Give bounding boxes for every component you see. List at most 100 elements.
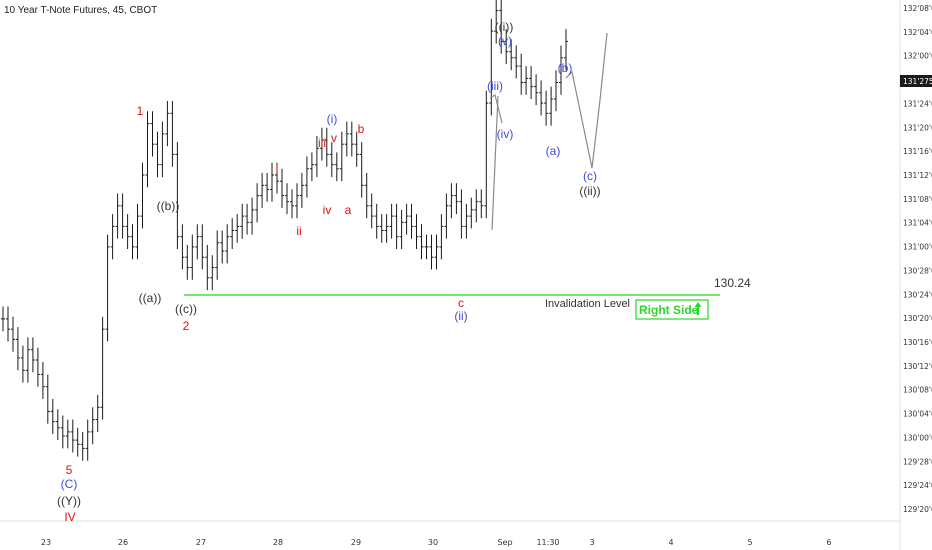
ohlc-bar [369, 193, 374, 229]
ohlc-bar [195, 224, 200, 260]
ohlc-bar [314, 135, 319, 178]
ohlc-bar [140, 162, 145, 229]
wave-label: (c) [583, 169, 597, 183]
y-tick-label: 129'20'0 [903, 505, 932, 514]
y-tick-label: 131'12'0 [903, 171, 932, 180]
ohlc-bar [374, 203, 379, 239]
wave-label: (iv) [497, 127, 514, 141]
x-tick-label: 6 [826, 538, 831, 547]
ohlc-bar [120, 193, 125, 239]
ohlc-bar [539, 80, 544, 116]
ohlc-bar [35, 347, 40, 387]
y-tick-label: 131'16'0 [903, 147, 932, 156]
ohlc-bar [554, 70, 558, 112]
ohlc-bar [15, 327, 20, 371]
ohlc-bar [484, 90, 489, 219]
ohlc-bar [75, 427, 80, 457]
y-tick-label: 132'04'0 [903, 28, 932, 37]
ohlc-bar [409, 203, 414, 239]
wave-label: (C) [61, 477, 78, 491]
ohlc-bar [429, 234, 434, 270]
y-tick-label: 131'00'0 [903, 243, 932, 252]
x-tick-label: Sep [497, 538, 512, 547]
projection-path [565, 32, 608, 169]
ohlc-bar [80, 431, 85, 461]
ohlc-bar [309, 152, 314, 182]
ohlc-bar [404, 203, 409, 235]
ohlc-bar [494, 0, 499, 44]
projection-line [489, 32, 608, 231]
ohlc-bar [45, 374, 50, 424]
ohlc-bar [50, 399, 55, 434]
y-tick-label: 130'00'0 [903, 433, 932, 442]
ohlc-bar [489, 18, 494, 116]
badge-label: Right Side [639, 303, 699, 317]
ohlc-bar [155, 131, 160, 178]
ohlc-bar [245, 203, 250, 235]
ohlc-bar [449, 183, 454, 219]
ohlc-bar [424, 234, 429, 260]
ohlc-bar [85, 419, 90, 461]
ohlc-bar [135, 203, 140, 260]
ohlc-bar [290, 189, 294, 219]
ohlc-bar [190, 234, 195, 280]
y-tick-label: 130'16'0 [903, 338, 932, 347]
ohlc-bar [464, 203, 469, 239]
ohlc-bar [544, 90, 549, 126]
ohlc-bar [389, 203, 394, 239]
ohlc-bar [185, 244, 190, 280]
ohlc-bar [324, 127, 329, 167]
ohlc-bar [105, 234, 110, 342]
y-tick-label: 129'28'0 [903, 457, 932, 466]
badge-border [635, 299, 709, 320]
ohlc-bar [439, 214, 444, 260]
ohlc-bar [270, 162, 274, 202]
ohlc-bar [339, 131, 344, 182]
up-arrow-icon [694, 302, 702, 315]
ohlc-bar [469, 197, 474, 229]
right-side-badge: Right Side [635, 299, 709, 320]
ohlc-bar [235, 214, 240, 243]
ohlc-bar [170, 101, 175, 167]
x-tick-label: 30 [428, 538, 438, 547]
y-tick-label: 130'04'0 [903, 410, 932, 419]
ohlc-bar [454, 183, 459, 215]
invalidation-value: 130.24 [714, 276, 751, 290]
y-tick-label: 130'24'0 [903, 290, 932, 299]
ohlc-bar [225, 224, 230, 264]
y-tick-label: 132'00'0 [903, 52, 932, 61]
wave-label: v [331, 131, 337, 145]
ohlc-bar [175, 142, 180, 249]
impulse-line [491, 95, 499, 231]
wave-label: ((ii)) [579, 184, 600, 198]
ohlc-bar [459, 189, 464, 239]
ohlc-bar [564, 29, 568, 71]
ohlc-bar [359, 142, 364, 198]
ohlc-bar [200, 224, 205, 270]
ohlc-bar [319, 127, 324, 161]
x-tick-label: 5 [747, 538, 752, 547]
ohlc-bar [20, 345, 25, 383]
ohlc-bar [250, 197, 255, 235]
wave-label: (iii) [487, 79, 503, 93]
wave-label: 2 [183, 319, 190, 333]
wave-label: ((Y)) [57, 494, 81, 508]
ohlc-bar [6, 306, 10, 342]
ohlc-bar [280, 168, 284, 208]
wave-label: a [345, 203, 352, 217]
y-tick-label: 131'24'0 [903, 99, 932, 108]
wave-label: ((a)) [139, 291, 162, 305]
ohlc-bar [399, 209, 404, 249]
ohlc-bar [354, 131, 359, 167]
x-tick-label: 27 [196, 538, 206, 547]
ohlc-bar [110, 214, 115, 260]
x-tick-label: 23 [41, 538, 51, 547]
x-tick-label: 4 [668, 538, 673, 547]
ohlc-bar [180, 224, 185, 270]
ohlc-bar [479, 189, 484, 219]
wave-label: (b) [558, 61, 573, 75]
wave-label: iii [318, 136, 326, 150]
ohlc-bar [519, 53, 524, 95]
ohlc-bar [295, 183, 299, 219]
